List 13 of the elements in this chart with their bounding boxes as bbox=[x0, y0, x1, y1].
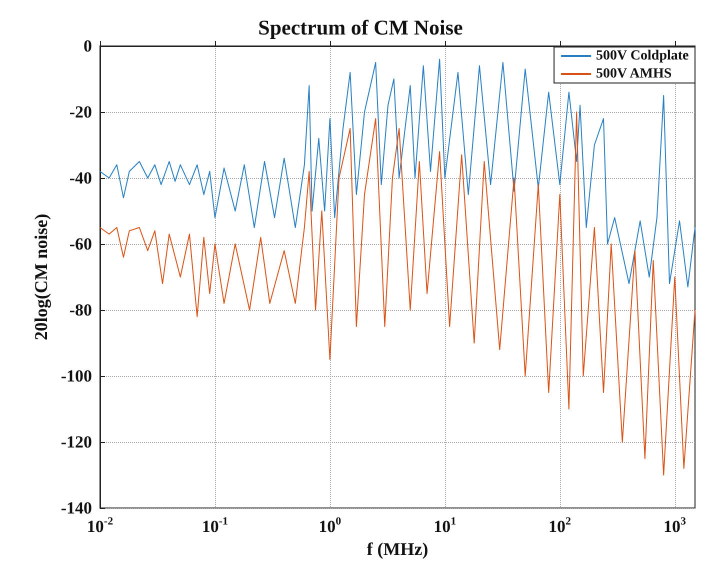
y-tick-label: -20 bbox=[69, 102, 92, 122]
y-tick-label: -120 bbox=[60, 432, 92, 452]
y-tick-label: -40 bbox=[69, 168, 92, 188]
y-tick-label: -80 bbox=[69, 300, 92, 320]
chart-title: Spectrum of CM Noise bbox=[258, 16, 463, 40]
y-tick-label: -100 bbox=[60, 366, 92, 386]
y-axis-title: 20log(CM noise) bbox=[30, 214, 51, 340]
y-tick-label: 0 bbox=[84, 36, 92, 56]
x-axis-title: f (MHz) bbox=[366, 539, 428, 559]
legend-label: 500V AMHS bbox=[596, 66, 672, 82]
y-tick-label: -60 bbox=[69, 234, 92, 254]
legend-label: 500V Coldplate bbox=[596, 48, 689, 64]
y-tick-label: -140 bbox=[60, 498, 92, 518]
